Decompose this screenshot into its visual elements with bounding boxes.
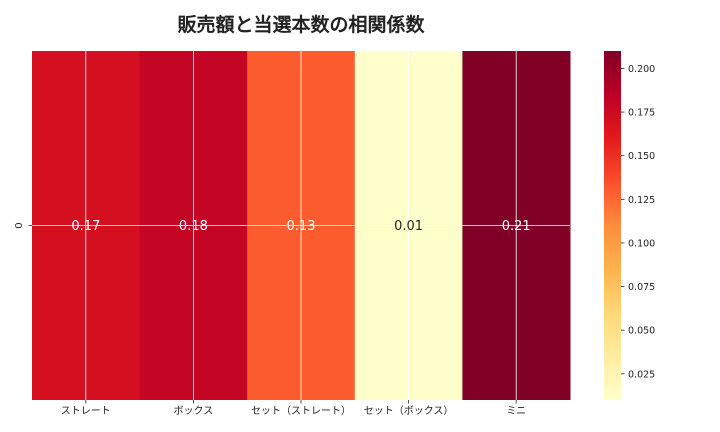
x-tick-label: ボックス [174, 405, 214, 417]
colorbar-scale [604, 51, 621, 400]
x-tick-label: セット（ストレート） [251, 405, 351, 417]
colorbar-tick-label: 0.125 [628, 195, 655, 206]
x-tick-label: セット（ボックス） [364, 405, 454, 417]
x-tick-label: ミニ [506, 406, 526, 417]
colorbar-tick-label: 0.175 [628, 108, 655, 119]
colorbar-tick-label: 0.075 [628, 282, 655, 293]
cell-value-label: 0.17 [71, 219, 100, 234]
y-axis: 0 [14, 222, 32, 229]
colorbar-tick-label: 0.100 [628, 238, 655, 249]
cell-value-label: 0.13 [287, 219, 316, 234]
y-tick-label: 0 [14, 222, 25, 228]
chart-title: 販売額と当選本数の相関係数 [177, 13, 425, 36]
colorbar-tick-label: 0.150 [628, 151, 655, 162]
cell-value-label: 0.18 [179, 219, 208, 234]
colorbar-tick-label: 0.025 [628, 369, 655, 380]
cell-value-label: 0.01 [394, 219, 423, 234]
colorbar: 0.025 0.050 0.075 0.100 0.125 0.150 0.175 0.200 [604, 51, 655, 400]
heatmap-gridlines [32, 51, 570, 400]
colorbar-tick-label: 0.050 [628, 326, 655, 337]
cell-value-labels: 0.17 0.18 0.13 0.01 0.21 [71, 219, 530, 234]
x-axis: ストレート ボックス セット（ストレート） セット（ボックス） ミニ [61, 400, 526, 417]
x-tick-label: ストレート [61, 406, 111, 417]
cell-value-label: 0.21 [502, 219, 531, 234]
colorbar-tick-label: 0.200 [628, 64, 655, 75]
